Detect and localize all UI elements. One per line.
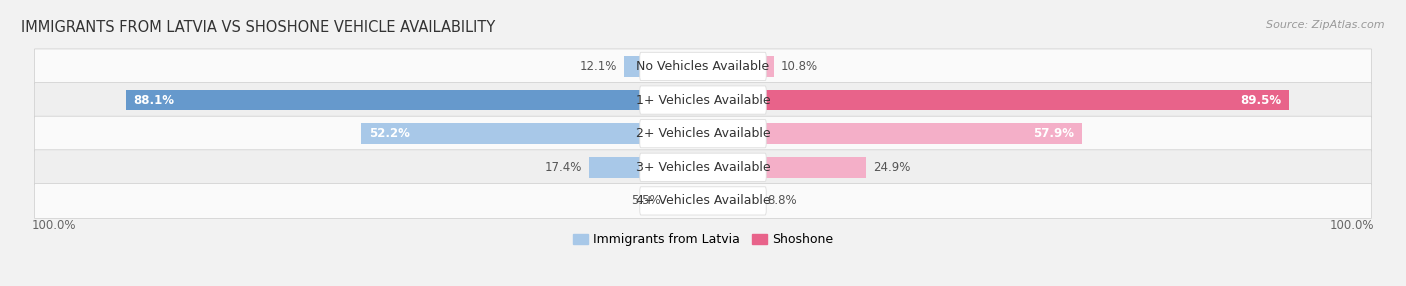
Text: 2+ Vehicles Available: 2+ Vehicles Available (636, 127, 770, 140)
Bar (703, 56, 773, 77)
Bar (361, 123, 703, 144)
Text: 100.0%: 100.0% (31, 219, 76, 232)
Bar (703, 157, 866, 178)
Text: 88.1%: 88.1% (134, 94, 174, 107)
Bar (703, 123, 1083, 144)
Text: 8.8%: 8.8% (768, 194, 797, 207)
Bar (589, 157, 703, 178)
FancyBboxPatch shape (640, 52, 766, 81)
FancyBboxPatch shape (35, 150, 1371, 185)
Text: 52.2%: 52.2% (368, 127, 409, 140)
Bar (703, 90, 1289, 110)
FancyBboxPatch shape (640, 187, 766, 215)
FancyBboxPatch shape (35, 83, 1371, 118)
Bar (666, 190, 703, 211)
FancyBboxPatch shape (35, 183, 1371, 219)
Text: 3+ Vehicles Available: 3+ Vehicles Available (636, 161, 770, 174)
FancyBboxPatch shape (35, 116, 1371, 151)
Text: 100.0%: 100.0% (1330, 219, 1375, 232)
Legend: Immigrants from Latvia, Shoshone: Immigrants from Latvia, Shoshone (568, 228, 838, 251)
FancyBboxPatch shape (35, 49, 1371, 84)
FancyBboxPatch shape (640, 120, 766, 148)
Bar (703, 190, 761, 211)
Text: 1+ Vehicles Available: 1+ Vehicles Available (636, 94, 770, 107)
Bar (125, 90, 703, 110)
Text: 57.9%: 57.9% (1033, 127, 1074, 140)
FancyBboxPatch shape (640, 86, 766, 114)
Text: 12.1%: 12.1% (579, 60, 617, 73)
Text: 17.4%: 17.4% (546, 161, 582, 174)
Text: Source: ZipAtlas.com: Source: ZipAtlas.com (1267, 20, 1385, 30)
Text: 4+ Vehicles Available: 4+ Vehicles Available (636, 194, 770, 207)
Text: No Vehicles Available: No Vehicles Available (637, 60, 769, 73)
Text: 10.8%: 10.8% (780, 60, 817, 73)
Text: 89.5%: 89.5% (1240, 94, 1281, 107)
Text: 24.9%: 24.9% (873, 161, 910, 174)
FancyBboxPatch shape (640, 153, 766, 181)
Bar (624, 56, 703, 77)
Text: 5.5%: 5.5% (631, 194, 661, 207)
Text: IMMIGRANTS FROM LATVIA VS SHOSHONE VEHICLE AVAILABILITY: IMMIGRANTS FROM LATVIA VS SHOSHONE VEHIC… (21, 20, 495, 35)
